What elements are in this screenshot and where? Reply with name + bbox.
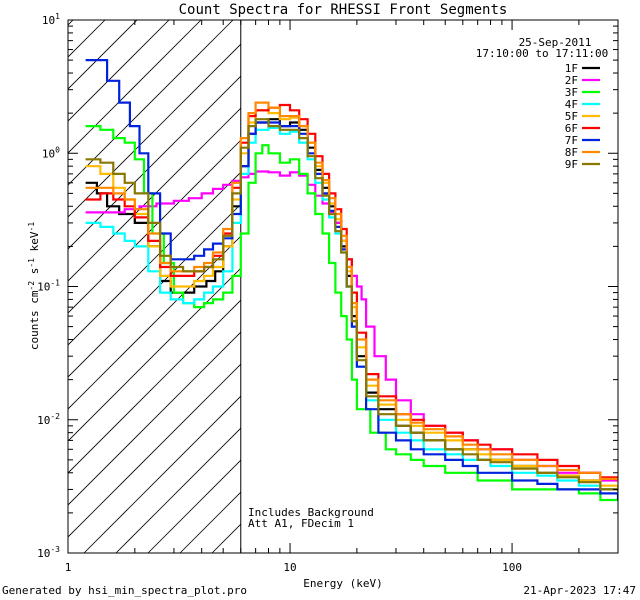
- annotation-background: Includes Background: [248, 506, 374, 519]
- legend-label-4f: 4F: [565, 98, 578, 111]
- legend-label-3f: 3F: [565, 86, 578, 99]
- y-tick-label: 10-1: [37, 279, 60, 294]
- x-tick-label: 1: [65, 561, 72, 574]
- hatch-line: [68, 20, 330, 282]
- y-tick-label: 10-3: [37, 545, 60, 560]
- hatch-mask: [240, 20, 618, 553]
- x-tick-label: 10: [283, 561, 296, 574]
- x-tick-label: 100: [502, 561, 522, 574]
- hatch-line: [68, 20, 266, 218]
- legend-label-2f: 2F: [565, 74, 578, 87]
- y-tick-label: 10-2: [37, 412, 60, 427]
- y-axis-label: counts cm-2 s-1 keV-1: [27, 222, 41, 350]
- annotation-attenuator: Att A1, FDecim 1: [248, 517, 354, 530]
- legend-label-6f: 6F: [565, 122, 578, 135]
- x-tick-labels: 1 10 100: [65, 561, 522, 574]
- series-line-6f: [85, 103, 618, 481]
- legend-label-1f: 1F: [565, 62, 578, 75]
- y-tick-label: 101: [42, 12, 60, 27]
- x-axis-label: Energy (keV): [303, 577, 382, 590]
- series-line-9f: [85, 118, 618, 492]
- date-label: 25-Sep-2011: [519, 36, 592, 49]
- legend-label-7f: 7F: [565, 134, 578, 147]
- axis-ticks: [67, 19, 619, 554]
- y-tick-labels: 101 100 10-1 10-2 10-3: [37, 12, 60, 560]
- timestamp-label: 21-Apr-2023 17:47: [523, 584, 636, 597]
- legend-label-5f: 5F: [565, 110, 578, 123]
- legend-label-9f: 9F: [565, 158, 578, 171]
- hatch-line: [68, 20, 298, 250]
- hatch-line: [68, 20, 170, 122]
- hatch-line: [68, 20, 234, 186]
- hatched-region: [68, 20, 618, 553]
- generated-by-label: Generated by hsi_min_spectra_plot.pro: [2, 584, 247, 597]
- hatch-line: [68, 20, 202, 154]
- series-line-5f: [85, 109, 618, 490]
- time-range-label: 17:10:00 to 17:11:00: [476, 47, 608, 60]
- chart-title: Count Spectra for RHESSI Front Segments: [179, 2, 508, 18]
- legend-label-8f: 8F: [565, 146, 578, 159]
- series-layer: [85, 59, 618, 502]
- y-tick-label: 100: [42, 145, 60, 160]
